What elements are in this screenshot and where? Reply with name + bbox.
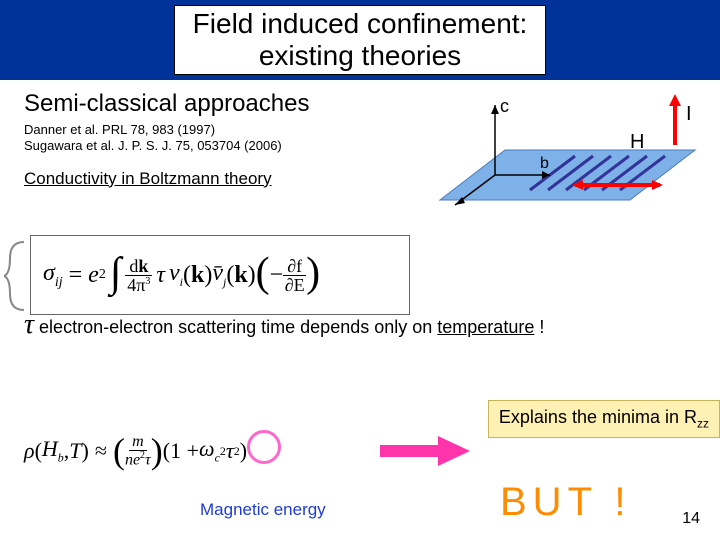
but-text: BUT ! [500,480,632,525]
svg-text:b: b [540,155,549,172]
title-bar: Field induced confinement: existing theo… [0,0,720,80]
svg-text:I: I [686,103,692,125]
explain-callout: Explains the minima in Rzz [488,400,720,438]
title-line1: Field induced confinement: [193,8,528,40]
explain-sub: zz [697,417,709,431]
page-number: 14 [682,510,700,528]
svg-text:H: H [630,131,644,153]
title-line2: existing theories [193,40,528,72]
tau-text-post: ! [534,317,544,337]
svg-text:c: c [500,96,509,116]
arrow-icon [380,436,470,466]
tau-text-pre: electron-electron scattering time depend… [39,317,437,337]
formula-sigma: σij = e2 ∫ dk4π3 τ vi(k) v̄j(k) ( − ∂f∂E… [30,235,410,315]
diagram-3d-axes: b c I H [400,90,710,230]
title-box: Field induced confinement: existing theo… [174,5,547,75]
brace-icon [4,240,32,312]
magnetic-energy-caption: Magnetic energy [200,500,326,520]
tau-underlined: temperature [437,317,534,337]
explain-text: Explains the minima in R [499,407,697,427]
formula-rho: ρ(Hb, T) ≈ ( mne2τ ) (1 + ωc2τ2) [24,430,247,472]
omega-highlight-oval [247,430,281,464]
